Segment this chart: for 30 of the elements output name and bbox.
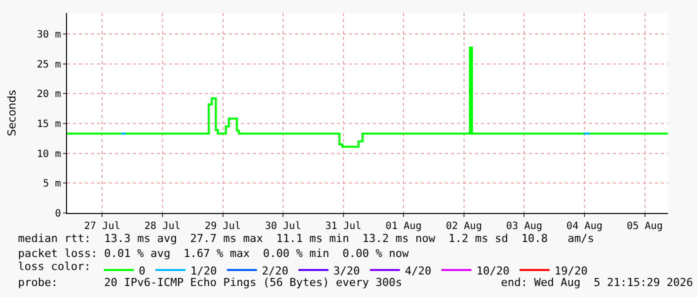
x-tick-label: 31 Jul — [325, 221, 362, 232]
x-tick-label: 29 Jul — [204, 221, 241, 232]
text: packet loss: 0.01 % avg 1.67 % max 0.00 % min 0.00 % now — [18, 247, 410, 260]
x-tick-label: 30 Jul — [264, 221, 302, 232]
text: end: Wed Aug 5 21:15:29 2026 — [501, 276, 694, 289]
legend-title: loss color: — [18, 260, 91, 273]
legend-label: 2/20 — [262, 264, 288, 278]
x-tick-label: 03 Aug — [506, 221, 542, 232]
legend-label: 10/20 — [476, 264, 510, 278]
x-tick-label: 01 Aug — [386, 221, 422, 232]
x-tick-label: 05 Aug — [626, 221, 663, 232]
y-tick-label: 10 m — [36, 148, 61, 160]
text: median rtt: 13.3 ms avg 27.7 ms max 11.1 ms min 13.2 ms now 1.2 ms sd 10.8 am/s — [18, 232, 594, 245]
legend-label: 1/20 — [190, 264, 217, 278]
y-tick-label: 25 m — [36, 59, 61, 70]
y-axis-title: Seconds — [6, 90, 19, 136]
y-tick-label: 0 — [54, 208, 61, 220]
legend-label: 19/20 — [554, 264, 588, 278]
x-tick-label: 02 Aug — [446, 221, 482, 232]
x-tick-label: 28 Jul — [144, 221, 181, 232]
y-tick-label: 20 m — [36, 89, 61, 100]
y-tick-label: 15 m — [36, 118, 61, 130]
x-tick-label: 04 Aug — [566, 221, 603, 232]
text: probe: 20 IPv6-ICMP Echo Pings (56 Bytes) every 300s — [18, 276, 402, 289]
legend-label: 3/20 — [333, 264, 360, 278]
x-tick-label: 27 Jul — [84, 221, 120, 232]
legend-label: 0 — [138, 264, 146, 278]
y-tick-label: 5 m — [42, 178, 61, 190]
y-tick-label: 30 m — [36, 29, 61, 40]
legend-label: 4/20 — [404, 264, 432, 278]
